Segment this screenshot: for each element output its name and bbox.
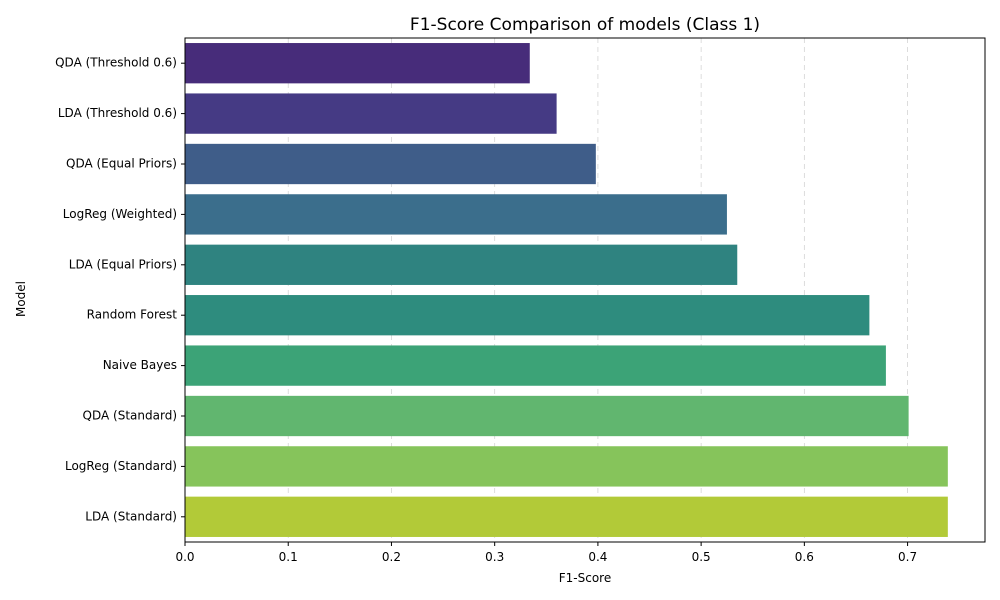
y-tick-label: QDA (Standard) xyxy=(83,409,177,423)
bar xyxy=(185,295,870,336)
bar xyxy=(185,43,530,84)
x-tick-label: 0.0 xyxy=(175,550,194,564)
bar xyxy=(185,194,727,235)
y-tick-label: LogReg (Weighted) xyxy=(63,207,177,221)
plot-frame xyxy=(184,37,986,543)
bar xyxy=(185,395,909,437)
bar xyxy=(185,244,738,285)
y-tick-label: Random Forest xyxy=(87,308,178,322)
bar xyxy=(185,93,557,134)
y-tick-label: LDA (Standard) xyxy=(85,509,177,523)
x-tick-label: 0.6 xyxy=(795,550,814,564)
chart-title: F1-Score Comparison of models (Class 1) xyxy=(410,15,760,35)
bar xyxy=(185,143,596,185)
x-axis-label: F1-Score xyxy=(559,571,611,585)
x-tick-label: 0.7 xyxy=(898,550,917,564)
y-axis-label: Model xyxy=(14,281,28,317)
y-tick-label: QDA (Threshold 0.6) xyxy=(55,56,177,70)
y-ticks: QDA (Threshold 0.6) LDA (Threshold 0.6) QD… xyxy=(55,56,185,523)
x-tick-label: 0.4 xyxy=(588,550,607,564)
y-tick-label: LogReg (Standard) xyxy=(65,459,177,473)
bar xyxy=(185,496,948,537)
bars xyxy=(185,43,948,537)
bar xyxy=(185,446,948,487)
bar xyxy=(185,345,886,386)
x-tick-label: 0.5 xyxy=(692,550,711,564)
y-tick-label: LDA (Threshold 0.6) xyxy=(58,106,177,120)
x-ticks: 0.0 0.1 0.2 0.3 0.4 0.5 0.6 0.7 xyxy=(175,542,917,564)
y-tick-label: QDA (Equal Priors) xyxy=(66,157,177,171)
y-tick-label: Naive Bayes xyxy=(103,358,177,372)
x-tick-label: 0.3 xyxy=(485,550,504,564)
x-tick-label: 0.2 xyxy=(382,550,401,564)
axes xyxy=(184,37,986,543)
x-tick-label: 0.1 xyxy=(279,550,298,564)
y-tick-label: LDA (Equal Priors) xyxy=(69,257,177,271)
